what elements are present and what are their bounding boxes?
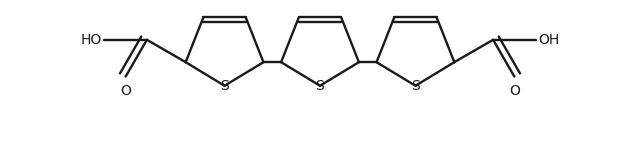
Text: O: O <box>120 84 131 98</box>
Text: HO: HO <box>81 33 102 47</box>
Text: O: O <box>509 84 520 98</box>
Text: OH: OH <box>538 33 559 47</box>
Text: S: S <box>316 79 324 93</box>
Text: S: S <box>220 79 229 93</box>
Text: S: S <box>411 79 420 93</box>
